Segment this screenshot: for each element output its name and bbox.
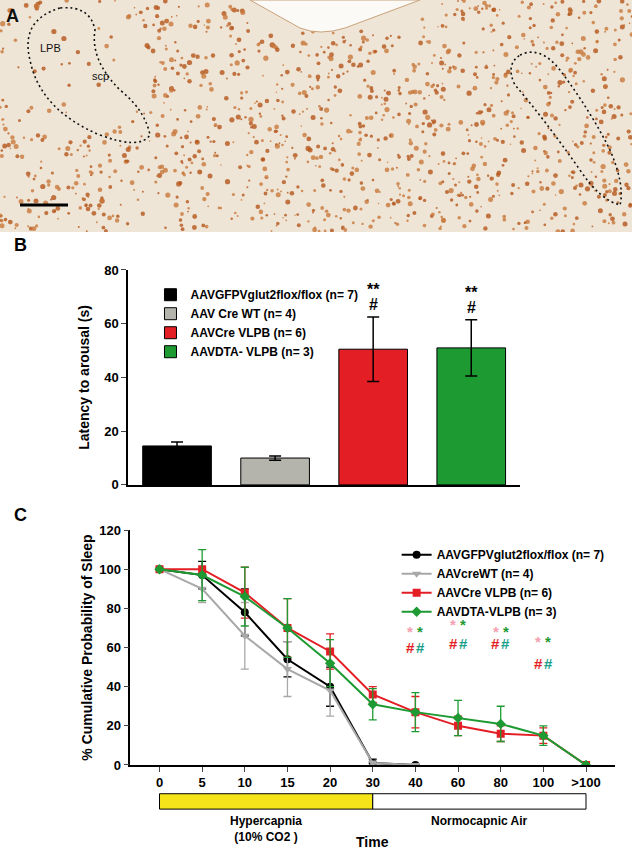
svg-text:*: * bbox=[545, 633, 551, 650]
svg-text:*: * bbox=[535, 633, 541, 650]
svg-text:80: 80 bbox=[104, 263, 118, 278]
svg-text:#: # bbox=[406, 639, 415, 656]
svg-text:Time: Time bbox=[356, 834, 389, 850]
svg-text:Hypercapnia(10% CO2 ): Hypercapnia(10% CO2 ) bbox=[230, 814, 302, 844]
svg-text:10: 10 bbox=[238, 775, 252, 790]
svg-text:Normocapnic Air: Normocapnic Air bbox=[431, 814, 528, 828]
svg-text:#: # bbox=[501, 635, 510, 652]
svg-text:80: 80 bbox=[493, 775, 507, 790]
svg-text:AAVcreWT (n= 4): AAVcreWT (n= 4) bbox=[437, 567, 534, 581]
svg-text:AAVCre VLPB (n= 6): AAVCre VLPB (n= 6) bbox=[437, 586, 552, 600]
svg-text:LPB: LPB bbox=[40, 42, 61, 54]
svg-text:0: 0 bbox=[114, 758, 121, 773]
svg-text:60: 60 bbox=[104, 316, 118, 331]
svg-text:100: 100 bbox=[99, 562, 121, 577]
svg-text:scp: scp bbox=[92, 70, 109, 82]
svg-text:20: 20 bbox=[106, 718, 120, 733]
svg-text:AAVGFPVglut2flox/flox (n= 7): AAVGFPVglut2flox/flox (n= 7) bbox=[437, 548, 604, 562]
svg-text:#: # bbox=[449, 635, 458, 652]
svg-text:*: * bbox=[417, 623, 423, 640]
svg-text:C: C bbox=[14, 505, 27, 525]
svg-text:0: 0 bbox=[156, 775, 163, 790]
svg-text:% Cumulative Probability of Sl: % Cumulative Probability of Sleep bbox=[79, 534, 95, 760]
svg-text:*: * bbox=[460, 616, 466, 633]
svg-text:>100: >100 bbox=[571, 775, 600, 790]
svg-text:5: 5 bbox=[199, 775, 206, 790]
svg-text:AAV Cre WT (n= 4): AAV Cre WT (n= 4) bbox=[190, 307, 295, 321]
svg-text:AAVCre VLPB (n= 6): AAVCre VLPB (n= 6) bbox=[190, 326, 305, 340]
svg-text:100: 100 bbox=[533, 775, 555, 790]
svg-text:AAVDTA-VLPB (n= 3): AAVDTA-VLPB (n= 3) bbox=[437, 605, 557, 619]
svg-text:**: ** bbox=[465, 284, 478, 301]
svg-text:A: A bbox=[6, 6, 19, 26]
svg-text:120: 120 bbox=[99, 523, 121, 538]
svg-text:#: # bbox=[416, 639, 425, 656]
svg-text:20: 20 bbox=[104, 424, 118, 439]
svg-text:**: ** bbox=[367, 281, 380, 298]
svg-text:#: # bbox=[534, 655, 543, 672]
svg-text:#: # bbox=[459, 635, 468, 652]
svg-text:30: 30 bbox=[366, 775, 380, 790]
svg-text:80: 80 bbox=[106, 601, 120, 616]
svg-text:#: # bbox=[491, 635, 500, 652]
svg-text:20: 20 bbox=[323, 775, 337, 790]
svg-text:*: * bbox=[407, 623, 413, 640]
svg-text:AAVGFPVglut2flox/flox (n= 7): AAVGFPVglut2flox/flox (n= 7) bbox=[190, 288, 357, 302]
svg-text:#: # bbox=[544, 655, 553, 672]
svg-text:0: 0 bbox=[111, 477, 118, 492]
svg-text:40: 40 bbox=[106, 679, 120, 694]
svg-text:#: # bbox=[369, 296, 378, 313]
svg-text:*: * bbox=[493, 623, 499, 640]
svg-text:60: 60 bbox=[451, 775, 465, 790]
svg-text:60: 60 bbox=[106, 640, 120, 655]
svg-text:40: 40 bbox=[408, 775, 422, 790]
svg-text:B: B bbox=[14, 235, 27, 255]
svg-text:*: * bbox=[503, 623, 509, 640]
svg-text:*: * bbox=[450, 616, 456, 633]
svg-text:15: 15 bbox=[280, 775, 294, 790]
svg-text:AAVDTA- VLPB (n= 3): AAVDTA- VLPB (n= 3) bbox=[190, 345, 313, 359]
svg-text:#: # bbox=[467, 299, 476, 316]
svg-text:40: 40 bbox=[104, 370, 118, 385]
svg-text:Latency to arousal (s): Latency to arousal (s) bbox=[77, 305, 93, 450]
